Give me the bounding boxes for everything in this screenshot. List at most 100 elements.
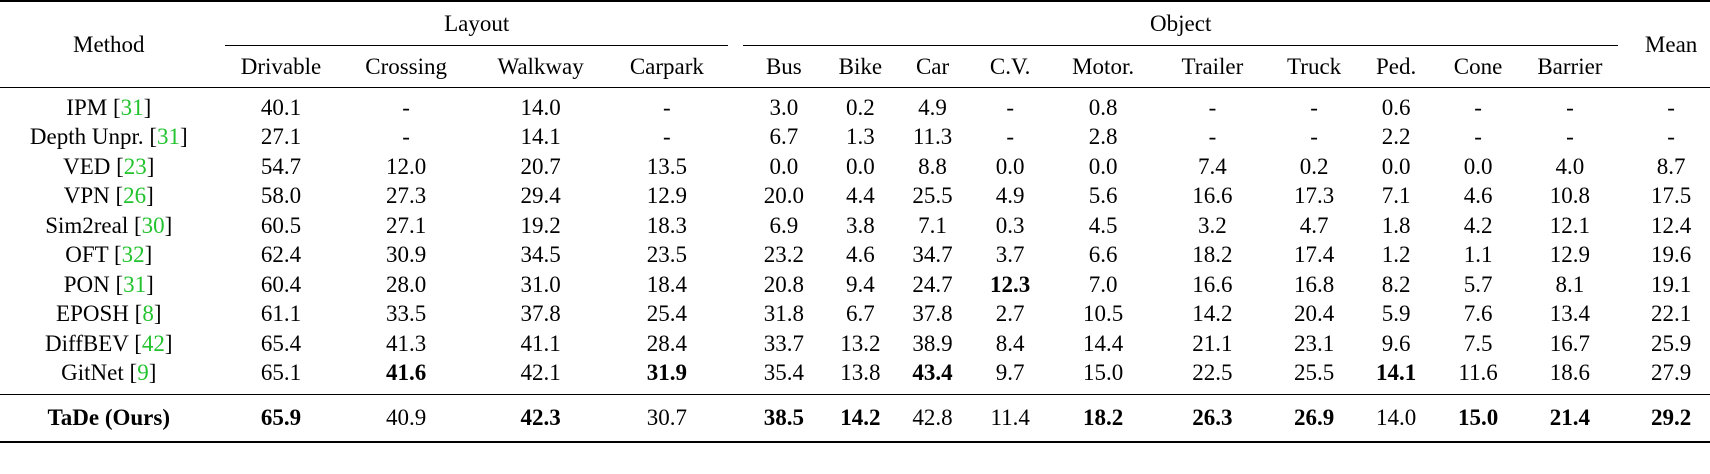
table-cell: 0.0 [769, 153, 799, 179]
table-row: EPOSH [8] 61.1 33.5 37.8 25.4 31.8 6.7 37.8 2.7 1… [0, 300, 1710, 330]
table-cell: 8.4 [995, 330, 1025, 356]
table-cell: 9.6 [1381, 330, 1411, 356]
table-cell: - [1667, 124, 1675, 150]
table-cell: 27.3 [386, 183, 427, 209]
method-cell: VPN [26] [63, 183, 154, 209]
table-cell: 0.6 [1381, 94, 1411, 120]
table-cell: 3.8 [846, 212, 875, 238]
citation-link[interactable]: 42 [141, 330, 165, 356]
table-cell: 7.5 [1463, 330, 1493, 356]
table-cell: 5.7 [1463, 271, 1493, 297]
col-header-barrier: Barrier [1537, 53, 1603, 79]
table-cell: 40.9 [386, 405, 427, 430]
mean-header: Mean [1632, 1, 1710, 88]
object-group-header: Object [743, 1, 1619, 46]
citation-link[interactable]: 31 [157, 124, 181, 150]
table-cell: 11.6 [1458, 360, 1498, 386]
citation-link[interactable]: 26 [123, 183, 147, 209]
table-cell: 29.2 [1650, 405, 1692, 430]
table-cell: 27.1 [260, 124, 302, 150]
method-cell: Depth Unpr. [31] [29, 124, 188, 150]
layout-group-header: Layout [225, 1, 729, 46]
table-cell: 27.1 [386, 212, 427, 238]
table-cell: 42.8 [912, 405, 953, 430]
col-header-carpark: Carpark [629, 53, 704, 79]
citation-link[interactable]: 31 [123, 271, 147, 297]
table-cell: 16.8 [1293, 271, 1335, 297]
table-cell: 0.0 [1381, 153, 1411, 179]
method-cell: PON [31] [63, 271, 154, 297]
table-cell: 18.3 [646, 212, 687, 238]
method-cell-ours: TaDe (Ours) [47, 405, 171, 430]
table-cell: 0.0 [995, 153, 1025, 179]
table-cell: 25.5 [1293, 360, 1335, 386]
table-cell: 21.1 [1192, 330, 1233, 356]
table-cell: 61.1 [260, 301, 302, 327]
table-cell: - [1006, 94, 1014, 120]
table-cell: 14.1 [1375, 360, 1417, 386]
col-header-walkway: Walkway [497, 53, 584, 79]
table-cell: 7.1 [918, 212, 947, 238]
citation-link[interactable]: 23 [123, 153, 147, 179]
citation-link[interactable]: 30 [141, 212, 165, 238]
table-cell: 1.1 [1463, 242, 1493, 268]
table-cell: 31.9 [646, 360, 687, 386]
col-header-drivable: Drivable [240, 53, 322, 79]
table-cell: - [1310, 94, 1318, 120]
citation-link[interactable]: 9 [137, 360, 149, 386]
table-cell: 14.1 [520, 124, 561, 150]
table-cell: 9.4 [846, 271, 875, 297]
table-cell: 4.7 [1299, 212, 1329, 238]
table-cell: 11.4 [990, 405, 1030, 430]
table-cell: 38.5 [763, 405, 804, 430]
table-cell: 2.7 [995, 301, 1025, 327]
table-cell: 41.3 [386, 330, 427, 356]
table-cell: 34.5 [520, 242, 561, 268]
table-cell: 65.4 [260, 330, 302, 356]
method-name: Sim2real [45, 212, 129, 238]
table-cell: 0.2 [846, 94, 875, 120]
citation-link[interactable]: 31 [120, 94, 144, 120]
method-name: VED [63, 153, 111, 179]
table-cell: 14.4 [1082, 330, 1124, 356]
method-name: OFT [65, 242, 109, 268]
col-header-cone: Cone [1453, 53, 1503, 79]
table-cell: 18.2 [1082, 405, 1124, 430]
method-cell: GitNet [9] [61, 360, 157, 386]
col-header-ped: Ped. [1375, 53, 1417, 79]
table-cell: 41.1 [520, 330, 561, 356]
table-cell: 14.2 [840, 405, 881, 430]
table-cell: 0.0 [1463, 153, 1493, 179]
table-cell: - [402, 124, 410, 150]
table-cell: 22.5 [1192, 360, 1233, 386]
citation-link[interactable]: 32 [121, 242, 145, 268]
table-cell: 7.1 [1381, 183, 1411, 209]
table-cell: 16.7 [1549, 330, 1591, 356]
table-cell: - [1006, 124, 1014, 150]
table-cell: 13.4 [1549, 301, 1591, 327]
col-header-truck: Truck [1287, 53, 1342, 79]
table-body: IPM [31] 40.1-14.0-3.0 0.2 4.9-0.8- -0.6- - - D… [0, 88, 1710, 443]
table-row: GitNet [9] 65.1 41.6 42.1 31.9 35.4 13.8 43.4 9.… [0, 359, 1710, 389]
table-cell: 15.0 [1082, 360, 1124, 386]
table-cell: 25.4 [646, 301, 687, 327]
table-row: DiffBEV [42] 65.4 41.3 41.1 28.4 33.7 13.2 38.9… [0, 329, 1710, 359]
col-header-car: Car [915, 53, 950, 79]
table-cell: 16.6 [1192, 271, 1233, 297]
table-cell: - [402, 94, 410, 120]
table-cell: 30.9 [386, 242, 427, 268]
table-cell: 2.8 [1088, 124, 1118, 150]
table-cell: 42.1 [520, 360, 561, 386]
table-cell: 11.3 [912, 124, 953, 150]
citation-link[interactable]: 8 [142, 301, 154, 327]
col-header-crossing: Crossing [365, 53, 448, 79]
table-cell: 19.1 [1650, 271, 1692, 297]
table-cell: 30.7 [646, 405, 687, 430]
table-cell: 17.5 [1650, 183, 1692, 209]
table-cell: 35.4 [763, 360, 804, 386]
table-cell: 8.2 [1381, 271, 1411, 297]
table-cell: 14.0 [520, 94, 561, 120]
table-cell: 8.7 [1656, 153, 1686, 179]
table-cell: 12.1 [1549, 212, 1591, 238]
table-row: VPN [26] 58.0 27.3 29.4 12.9 20.0 4.4 25.5 4.9 5.… [0, 182, 1710, 212]
